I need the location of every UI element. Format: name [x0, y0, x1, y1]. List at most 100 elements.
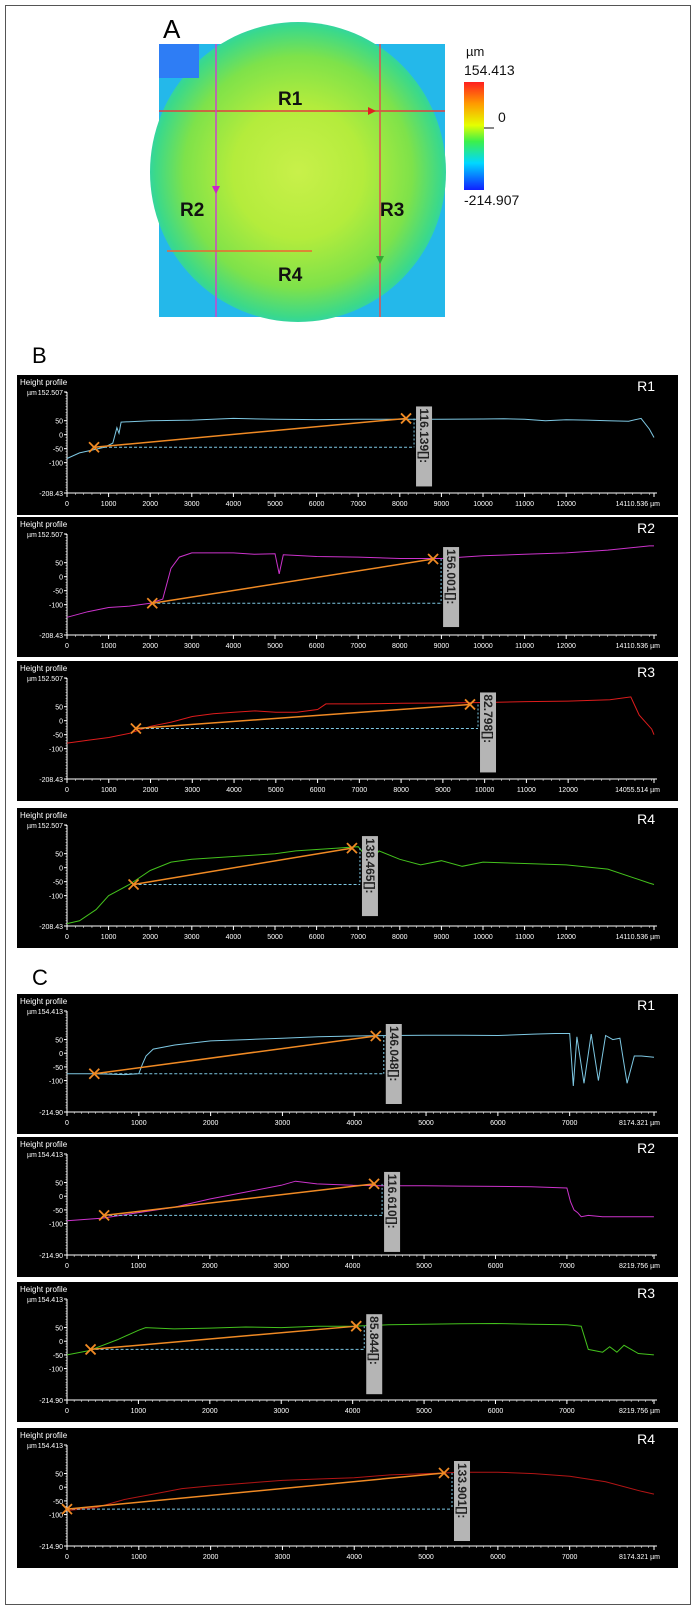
chart-title: Height profile: [20, 1285, 68, 1294]
x-tick-label: 7000: [352, 787, 368, 794]
x-tick-label: 0: [65, 934, 69, 941]
y-tick-label: 0: [59, 1194, 63, 1201]
x-tick-label: 11000: [515, 501, 534, 508]
x-tick-label: 4000: [226, 501, 242, 508]
x-end-label: 14110.536 µm: [616, 934, 661, 941]
x-tick-label: 1000: [101, 643, 117, 650]
plot-b-r2: Height profile µm R2 152.507 50 0 -50 -100 -208.…: [17, 517, 678, 657]
x-tick-label: 2000: [203, 1554, 219, 1561]
x-tick-label: 10000: [473, 643, 493, 650]
delta-label-box: [443, 547, 460, 628]
colorbar-zero: 0: [498, 109, 506, 125]
measurement-line: [104, 1183, 375, 1217]
x-tick-label: 3000: [184, 501, 200, 508]
x-tick-label: 6000: [309, 501, 325, 508]
x-tick-label: 6000: [490, 1120, 506, 1127]
y-tick-label: 0: [59, 1339, 63, 1346]
y-tick-label: -50: [53, 880, 63, 887]
profile-series-line: [66, 1471, 655, 1511]
delta-label: 138.465[]:: [363, 838, 377, 893]
chart-title: Height profile: [20, 1431, 68, 1440]
chart-c-r2: Height profile µm R2 154.413 50 0 -50 -100 -214.…: [20, 1140, 660, 1270]
x-tick-label: 5000: [418, 1120, 434, 1127]
y-tick-label: 0: [59, 719, 63, 726]
x-tick-label: 2000: [142, 501, 158, 508]
plot-b-r4: Height profile µm R4 152.507 50 0 -50 -100 -208.…: [17, 808, 678, 948]
marker-end-cross-b: [427, 553, 439, 565]
marker-start-cross-b: [61, 1503, 73, 1515]
x-tick-label: 5000: [267, 934, 283, 941]
x-tick-label: 7000: [559, 1408, 575, 1415]
x-tick-label: 6000: [309, 934, 325, 941]
y-tick-label: -50: [53, 447, 63, 454]
x-tick-label: 2000: [202, 1263, 218, 1270]
marker-end-cross-b: [370, 1030, 382, 1042]
x-tick-label: 0: [65, 643, 69, 650]
x-tick-label: 6000: [310, 787, 326, 794]
y-tick-label: -100: [49, 894, 63, 901]
profile-series-line: [66, 1180, 654, 1222]
map-label-r4: R4: [278, 265, 303, 286]
chart-title: Height profile: [20, 1140, 68, 1149]
profile-arrow-r2: [212, 186, 220, 194]
x-end-label: 14055.514 µm: [615, 787, 660, 794]
delta-label: 82.798[]:: [481, 694, 495, 743]
map-label-r3: R3: [380, 200, 404, 221]
y-tick-label: -208.43: [39, 777, 63, 784]
x-tick-label: 7000: [350, 501, 366, 508]
x-end-label: 8174.321 µm: [619, 1554, 660, 1561]
y-tick-label: 50: [55, 419, 63, 426]
series-label: R1: [637, 378, 655, 394]
y-tick-label: -50: [53, 1208, 63, 1215]
chart-c-r3: Height profile µm R3 154.413 50 0 -50 -100 -214.…: [20, 1285, 660, 1415]
y-tick-label: -100: [49, 461, 63, 468]
x-tick-label: 5000: [416, 1263, 432, 1270]
y-tick-label: 152.507: [38, 532, 63, 539]
x-tick-label: 3000: [273, 1408, 289, 1415]
y-tick-label: 50: [55, 561, 63, 568]
profile-series-line: [66, 1322, 654, 1356]
y-tick-label: -100: [49, 603, 63, 610]
delta-label: 156.001[]:: [444, 549, 458, 604]
marker-end-cross-b: [400, 412, 412, 425]
delta-label-box: [385, 1023, 402, 1104]
x-tick-label: 10000: [473, 934, 493, 941]
y-tick-label: -50: [53, 733, 63, 740]
panel-label-a: A: [163, 14, 181, 44]
x-tick-label: 3000: [184, 787, 200, 794]
x-tick-label: 2000: [202, 1408, 218, 1415]
x-tick-label: 0: [65, 787, 69, 794]
measurement-line: [94, 1035, 376, 1075]
colorbar-unit: µm: [466, 44, 484, 59]
delta-label-box: [361, 836, 378, 917]
x-tick-label: 5000: [416, 1408, 432, 1415]
marker-start-cross-b: [146, 597, 158, 609]
marker-start-cross-b: [98, 1209, 110, 1222]
x-tick-label: 6000: [488, 1408, 504, 1415]
figure-frame: [5, 5, 691, 1605]
measurement-line: [66, 1472, 445, 1510]
delta-label: 116.139[]:: [417, 408, 431, 463]
marker-end-cross-b: [346, 842, 358, 854]
x-tick-label: 1000: [131, 1263, 147, 1270]
y-tick-label: 0: [59, 866, 63, 873]
x-tick-label: 3000: [273, 1263, 289, 1270]
x-tick-label: 3000: [275, 1120, 291, 1127]
y-tick-label: 0: [59, 575, 63, 582]
x-tick-label: 10000: [473, 501, 493, 508]
x-tick-label: 9000: [435, 787, 451, 794]
plot-c-r3: Height profile µm R3 154.413 50 0 -50 -100 -214.…: [17, 1282, 678, 1422]
y-tick-label: -214.90: [39, 1398, 63, 1405]
x-tick-label: 1000: [131, 1554, 147, 1561]
x-tick-label: 2000: [143, 787, 159, 794]
y-tick-label: 50: [55, 1181, 63, 1188]
y-tick-label: 154.413: [38, 1152, 63, 1159]
x-tick-label: 4000: [345, 1408, 361, 1415]
x-tick-label: 6000: [488, 1263, 504, 1270]
series-label: R3: [637, 1285, 655, 1301]
measurement-line: [93, 417, 407, 449]
x-end-label: 8219.756 µm: [619, 1408, 660, 1415]
x-tick-label: 0: [65, 501, 69, 508]
marker-end-cross-b: [350, 1320, 362, 1332]
x-tick-label: 4000: [346, 1120, 362, 1127]
